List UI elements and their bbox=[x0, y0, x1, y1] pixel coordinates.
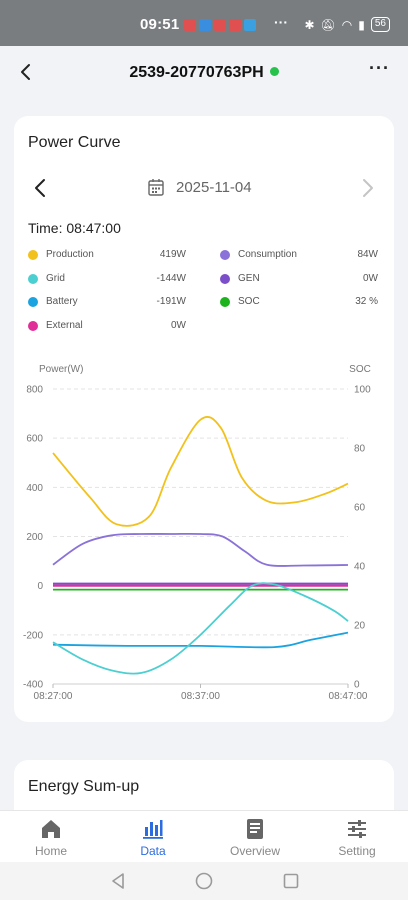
x-tick-label: 08:37:00 bbox=[181, 691, 220, 702]
date-selector: 2025-11-04 bbox=[14, 174, 394, 204]
tab-overview[interactable]: Overview bbox=[204, 811, 306, 863]
status-indicators: ✱ 🔕︎ ◠ ▮ 56 bbox=[304, 17, 390, 32]
system-nav-bar bbox=[0, 862, 408, 900]
legend-value: -191W bbox=[156, 296, 186, 307]
previous-date-icon[interactable] bbox=[30, 176, 52, 200]
app-header: 2539-20770763PH ··· bbox=[0, 46, 408, 100]
legend-item-soc[interactable]: SOC 32 % bbox=[220, 295, 378, 311]
next-date-icon[interactable] bbox=[356, 176, 378, 200]
legend-dot-icon bbox=[220, 273, 230, 284]
app-notification-icon bbox=[199, 19, 211, 31]
y-axis-title: Power(W) bbox=[39, 364, 83, 375]
notification-icons bbox=[184, 19, 256, 31]
nav-back-icon[interactable] bbox=[108, 871, 128, 891]
selected-time: Time: 08:47:00 bbox=[28, 220, 121, 236]
power-chart[interactable]: Power(W) SOC8006004002000-200-40010080604… bbox=[14, 356, 394, 716]
battery-saver-icon: ▮ bbox=[358, 17, 365, 32]
legend-dot-icon bbox=[28, 297, 38, 307]
series-line-grid bbox=[52, 582, 349, 675]
tab-setting-label: Setting bbox=[338, 844, 376, 858]
app-notification-icon bbox=[244, 19, 256, 31]
x-tick-label: 08:47:00 bbox=[329, 691, 368, 702]
online-status-icon bbox=[269, 67, 279, 76]
y-tick-label: 800 bbox=[26, 385, 43, 396]
legend-item-external[interactable]: External 0W bbox=[28, 319, 186, 335]
legend-dot-icon bbox=[28, 320, 38, 331]
series-line-consumption bbox=[52, 532, 349, 567]
y-tick-label: -400 bbox=[23, 680, 43, 691]
app-notification-icon bbox=[184, 19, 196, 31]
home-icon bbox=[42, 820, 60, 838]
app-notification-icon bbox=[214, 19, 226, 31]
back-arrow-icon[interactable] bbox=[14, 60, 38, 84]
more-options-icon[interactable]: ··· bbox=[369, 58, 390, 78]
legend-name: SOC bbox=[238, 296, 260, 307]
sliders-icon bbox=[348, 820, 366, 838]
legend-value: 0W bbox=[363, 272, 378, 284]
legend-dot-icon bbox=[220, 250, 230, 260]
power-curve-card: Power Curve 2025-11-04 Time: 08:47:00 Pr… bbox=[14, 116, 394, 722]
legend-name: Consumption bbox=[238, 249, 297, 260]
legend-dot-icon bbox=[28, 273, 38, 284]
page-title: 2539-20770763PH bbox=[0, 64, 408, 82]
legend-item-consumption[interactable]: Consumption 84W bbox=[220, 248, 378, 264]
device-serial: 2539-20770763PH bbox=[129, 64, 264, 81]
y2-tick-label: 80 bbox=[354, 444, 366, 455]
x-tick-label: 08:27:00 bbox=[34, 691, 73, 702]
bottom-tab-bar: Home Data Overview Setting bbox=[0, 810, 408, 862]
selected-date[interactable]: 2025-11-04 bbox=[176, 179, 252, 196]
legend-dot-icon bbox=[28, 250, 38, 260]
tab-overview-label: Overview bbox=[229, 844, 280, 858]
y-tick-label: 600 bbox=[26, 434, 43, 445]
series-line-production bbox=[52, 416, 349, 527]
y-tick-label: -200 bbox=[23, 630, 43, 641]
nav-recents-icon[interactable] bbox=[281, 871, 301, 891]
legend-value: 84W bbox=[357, 249, 378, 260]
legend-name: GEN bbox=[238, 272, 260, 284]
y2-tick-label: 20 bbox=[354, 621, 366, 632]
document-icon bbox=[247, 819, 263, 839]
y-tick-label: 200 bbox=[26, 532, 43, 543]
legend-item-production[interactable]: Production 419W bbox=[28, 248, 186, 264]
legend-value: 32 % bbox=[355, 296, 378, 307]
series-line-battery bbox=[52, 631, 349, 649]
y2-axis-title: SOC bbox=[349, 364, 371, 375]
tab-home-label: Home bbox=[34, 844, 67, 858]
legend-item-grid[interactable]: Grid -144W bbox=[28, 272, 186, 288]
y2-tick-label: 0 bbox=[354, 680, 360, 691]
legend-item-battery[interactable]: Battery -191W bbox=[28, 295, 186, 311]
battery-icon: 56 bbox=[370, 17, 390, 32]
legend-value: 0W bbox=[171, 319, 186, 331]
power-curve-title: Power Curve bbox=[28, 134, 121, 151]
status-bar: 09:51 ··· ✱ 🔕︎ ◠ ▮ 56 bbox=[0, 0, 408, 46]
calendar-icon[interactable] bbox=[148, 178, 164, 196]
nav-home-icon[interactable] bbox=[194, 871, 214, 891]
app-notification-icon bbox=[229, 19, 241, 31]
wifi-icon: ◠ bbox=[341, 17, 353, 32]
tab-data-label: Data bbox=[140, 844, 166, 858]
status-time: 09:51 bbox=[140, 16, 180, 33]
legend-name: Grid bbox=[46, 272, 65, 284]
y-tick-label: 0 bbox=[37, 581, 43, 592]
legend-name: External bbox=[46, 319, 83, 331]
legend-name: Battery bbox=[46, 296, 78, 307]
legend-dot-icon bbox=[220, 297, 230, 307]
legend-value: -144W bbox=[156, 272, 186, 284]
more-notifications-icon: ··· bbox=[274, 14, 288, 30]
y2-tick-label: 40 bbox=[354, 562, 366, 573]
y2-tick-label: 100 bbox=[354, 385, 371, 396]
mute-icon: 🔕︎ bbox=[320, 17, 336, 32]
tab-home[interactable]: Home bbox=[0, 811, 102, 863]
y-tick-label: 400 bbox=[26, 483, 43, 494]
bluetooth-icon: ✱ bbox=[304, 17, 315, 32]
legend-value: 419W bbox=[159, 249, 186, 260]
y2-tick-label: 60 bbox=[354, 503, 366, 514]
legend-name: Production bbox=[46, 249, 94, 260]
energy-sumup-title: Energy Sum-up bbox=[28, 778, 140, 795]
tab-setting[interactable]: Setting bbox=[306, 811, 408, 863]
tab-data[interactable]: Data bbox=[102, 811, 204, 863]
bar-chart-icon bbox=[143, 820, 163, 839]
legend-item-gen[interactable]: GEN 0W bbox=[220, 272, 378, 288]
